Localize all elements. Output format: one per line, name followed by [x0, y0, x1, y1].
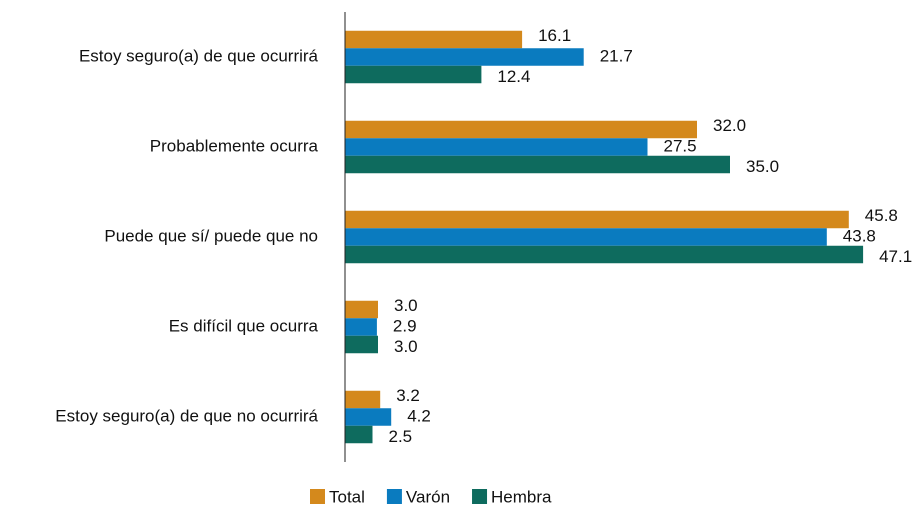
bar	[345, 245, 864, 264]
y-tick-label: Probablemente ocurra	[150, 136, 319, 155]
bar	[345, 228, 827, 246]
data-label: 3.0	[394, 337, 418, 356]
y-tick-label: Puede que sí/ puede que no	[104, 226, 318, 245]
legend-label: Hembra	[491, 487, 552, 506]
bar	[345, 65, 482, 84]
y-tick-label: Estoy seguro(a) de que no ocurrirá	[55, 406, 318, 425]
data-label: 27.5	[664, 136, 697, 155]
data-label: 21.7	[600, 46, 633, 65]
data-label: 2.9	[393, 316, 417, 335]
bar	[345, 30, 523, 49]
bar	[345, 48, 584, 66]
legend-swatch	[310, 489, 325, 504]
bar	[345, 300, 378, 319]
legend-label: Total	[329, 487, 365, 506]
data-label: 45.8	[865, 206, 898, 225]
data-label: 43.8	[843, 226, 876, 245]
y-tick-label: Estoy seguro(a) de que ocurrirá	[79, 46, 319, 65]
y-tick-label: Es difícil que ocurra	[169, 316, 319, 335]
bar	[345, 155, 730, 174]
data-label: 35.0	[746, 157, 779, 176]
data-label: 2.5	[389, 427, 413, 446]
bar	[345, 390, 381, 409]
bar	[345, 120, 697, 139]
bar	[345, 425, 373, 444]
data-label: 32.0	[713, 116, 746, 135]
bar	[345, 138, 648, 156]
bar	[345, 408, 392, 426]
data-label: 47.1	[879, 247, 912, 266]
bar	[345, 335, 378, 354]
bar	[345, 318, 377, 336]
data-label: 16.1	[538, 26, 571, 45]
data-label: 4.2	[407, 406, 431, 425]
legend-swatch	[472, 489, 488, 504]
legend-swatch	[386, 489, 402, 504]
data-label: 3.2	[396, 386, 420, 405]
legend-label: Varón	[406, 487, 450, 506]
bar	[345, 210, 849, 229]
data-label: 12.4	[497, 67, 530, 86]
data-label: 3.0	[394, 296, 418, 315]
